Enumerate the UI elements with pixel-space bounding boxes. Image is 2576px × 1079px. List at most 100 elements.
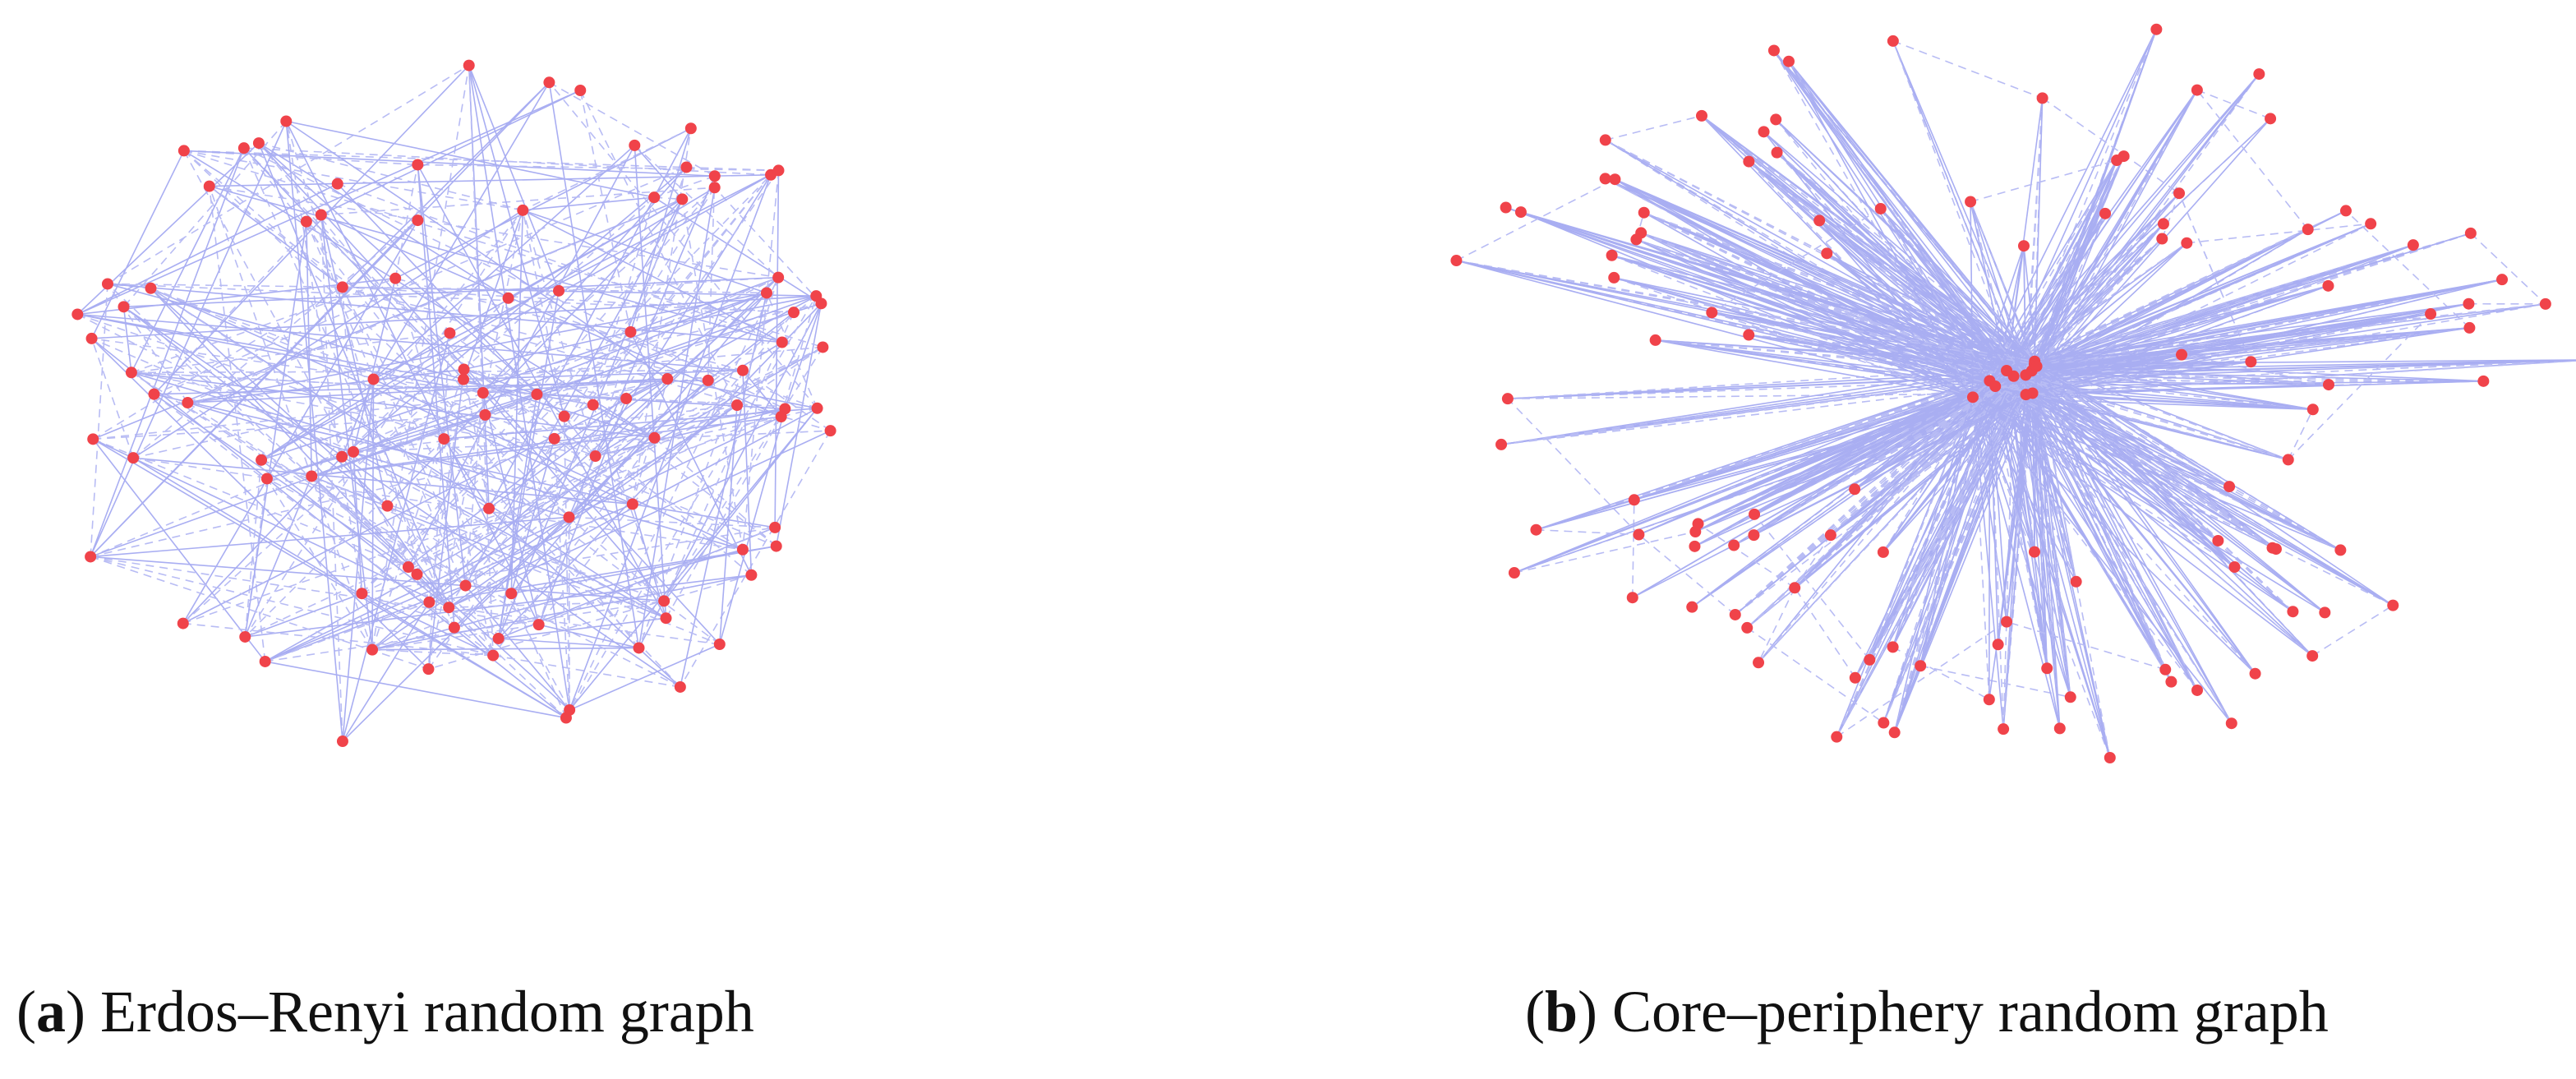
edge — [131, 371, 818, 409]
edge — [371, 369, 465, 650]
node — [412, 159, 424, 171]
node — [2191, 84, 2203, 96]
edge — [1500, 380, 1990, 445]
edge — [1995, 385, 2288, 461]
caption-a: (a) Erdos–Renyi random graph — [16, 978, 754, 1046]
edge — [260, 187, 716, 461]
edge — [780, 295, 818, 417]
edge — [1638, 533, 1736, 616]
edge — [107, 283, 567, 719]
edge — [92, 438, 266, 662]
edge — [1893, 366, 2038, 733]
edge — [2006, 370, 2111, 759]
node — [1753, 657, 1765, 669]
edge — [1869, 370, 2033, 661]
edge — [258, 142, 721, 645]
edge — [428, 174, 772, 603]
edge — [154, 394, 417, 575]
edge — [362, 593, 494, 657]
edge — [1869, 374, 2027, 661]
edge — [2034, 363, 2256, 675]
edge — [417, 164, 779, 172]
graphs — [71, 23, 2576, 764]
edge — [1994, 385, 2198, 691]
node — [252, 137, 265, 150]
edge — [1794, 587, 1856, 679]
edge — [320, 187, 715, 216]
edge — [260, 332, 450, 461]
edge — [719, 408, 786, 645]
node — [589, 450, 601, 463]
edge — [2006, 370, 2256, 675]
node — [2159, 663, 2172, 676]
edge — [1698, 523, 1795, 588]
edge — [564, 416, 597, 457]
node — [182, 397, 194, 409]
erdos-renyi-graph — [71, 59, 836, 748]
node — [203, 180, 215, 192]
edge — [468, 65, 570, 711]
edge — [77, 313, 593, 406]
edge — [1763, 131, 2035, 365]
node — [2306, 403, 2319, 416]
node — [731, 399, 744, 412]
edge — [592, 196, 655, 405]
node — [336, 281, 348, 293]
node — [1608, 271, 1620, 284]
edge — [2006, 246, 2025, 371]
node — [402, 561, 414, 574]
edge — [1514, 531, 1696, 574]
edge — [522, 210, 783, 344]
node — [2176, 348, 2188, 361]
caption-text: ) Erdos–Renyi random graph — [65, 979, 754, 1044]
edge — [132, 219, 418, 459]
edge — [2032, 392, 2230, 487]
edge — [2031, 393, 2198, 691]
edge — [2034, 364, 2111, 759]
edge — [548, 81, 716, 177]
node — [2070, 575, 2082, 588]
node — [2030, 360, 2043, 372]
edge — [2025, 279, 2503, 376]
edge — [1869, 370, 2007, 661]
edge — [1773, 49, 2007, 371]
node — [1782, 55, 1795, 67]
node — [87, 433, 99, 445]
edge — [1988, 380, 2004, 730]
edge — [511, 545, 776, 595]
node — [336, 450, 348, 463]
edge — [1520, 211, 1974, 399]
edge — [2036, 366, 2274, 549]
edge — [1995, 359, 2576, 387]
edge — [182, 456, 343, 625]
node — [1887, 35, 1899, 47]
edge — [372, 81, 551, 380]
edge — [2187, 223, 2371, 244]
node — [2407, 239, 2419, 251]
edge — [595, 416, 781, 457]
edge — [1507, 380, 1990, 399]
edge — [131, 369, 743, 374]
edge — [1773, 49, 2038, 367]
edge — [563, 416, 570, 710]
edge — [1994, 29, 2158, 387]
edge — [92, 438, 409, 568]
edge — [209, 173, 772, 187]
edge — [91, 338, 430, 670]
edge — [2013, 359, 2576, 377]
edge — [2031, 159, 2117, 394]
edge — [2025, 98, 2044, 395]
node — [2212, 534, 2224, 546]
node — [438, 433, 450, 445]
edge — [2025, 360, 2576, 395]
edge — [595, 408, 786, 457]
edge — [1758, 370, 2033, 663]
edge — [1711, 208, 1882, 314]
edge — [92, 438, 567, 719]
node — [2041, 662, 2053, 675]
edge — [258, 142, 570, 518]
edge — [153, 394, 494, 657]
edge — [1892, 370, 2033, 648]
edge — [1634, 376, 2014, 501]
node — [684, 122, 697, 135]
